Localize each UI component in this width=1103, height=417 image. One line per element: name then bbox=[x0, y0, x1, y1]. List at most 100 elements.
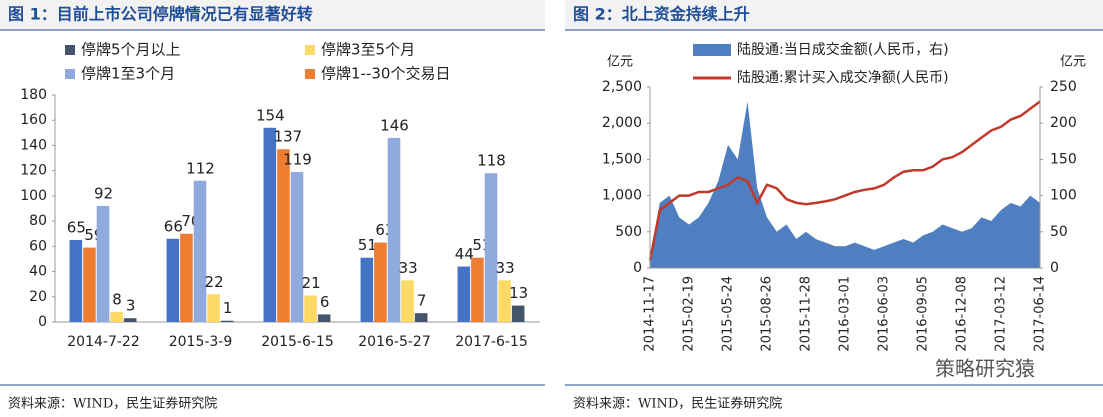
source: 资料来源：WIND，民生证券研究院 bbox=[573, 396, 782, 412]
legend-swatch bbox=[693, 44, 731, 56]
y-tick-label: 1,500 bbox=[602, 151, 642, 167]
data-label: 8 bbox=[112, 290, 122, 308]
data-label: 146 bbox=[380, 116, 409, 134]
y2-tick-label: 100 bbox=[1050, 188, 1077, 204]
line bbox=[648, 100, 1041, 261]
bar bbox=[511, 305, 525, 322]
y-tick-label: 2,000 bbox=[602, 115, 642, 131]
bar bbox=[304, 295, 317, 322]
y-tick-label: 140 bbox=[20, 137, 47, 153]
y-tick-label: 1,000 bbox=[602, 188, 642, 204]
data-label: 119 bbox=[283, 150, 312, 168]
y-tick-label: 20 bbox=[29, 289, 47, 305]
data-label: 66 bbox=[164, 217, 183, 235]
bar bbox=[401, 280, 414, 322]
data-label: 3 bbox=[126, 297, 136, 315]
legend-label: 停牌1至3个月 bbox=[81, 65, 175, 83]
x-tick-label: 2017-03-12 bbox=[994, 276, 1009, 352]
bar bbox=[484, 173, 498, 322]
bar bbox=[290, 171, 304, 322]
data-label: 22 bbox=[205, 273, 224, 291]
y-tick-label: 0 bbox=[38, 314, 47, 330]
x-tick-label: 2014-11-17 bbox=[643, 276, 658, 352]
y2-tick-label: 50 bbox=[1050, 224, 1068, 240]
y-tick-label: 500 bbox=[615, 224, 642, 240]
x-tick-label: 2015-02-19 bbox=[682, 276, 697, 352]
data-label: 6 bbox=[320, 293, 330, 311]
x-tick-label: 2015-6-15 bbox=[261, 334, 333, 350]
x-tick-label: 2016-09-05 bbox=[916, 276, 931, 352]
bar bbox=[193, 180, 207, 322]
x-tick-label: 2015-11-28 bbox=[799, 276, 814, 352]
data-label: 154 bbox=[256, 106, 285, 124]
legend-swatch bbox=[65, 69, 75, 79]
chart-title: 图 2：北上资金持续上升 bbox=[573, 5, 750, 24]
data-label: 1 bbox=[223, 299, 233, 317]
y2-tick-label: 200 bbox=[1050, 115, 1077, 131]
bar bbox=[263, 127, 277, 323]
x-tick-label: 2017-06-14 bbox=[1033, 276, 1048, 352]
legend-label: 停牌1--30个交易日 bbox=[321, 65, 450, 83]
bar bbox=[180, 233, 193, 322]
data-label: 51 bbox=[358, 236, 377, 254]
bar bbox=[69, 240, 83, 322]
y-tick-label: 180 bbox=[20, 87, 47, 103]
title-bar bbox=[0, 0, 545, 30]
area bbox=[650, 101, 1040, 268]
legend-label: 陆股通:当日成交金额(人民币，右) bbox=[737, 41, 949, 58]
title-bar bbox=[565, 0, 1103, 30]
legend-swatch bbox=[65, 45, 75, 55]
bar bbox=[414, 313, 428, 322]
y2-tick-label: 0 bbox=[1050, 260, 1059, 276]
y-tick-label: 160 bbox=[20, 112, 47, 128]
source: 资料来源：WIND，民生证券研究院 bbox=[8, 396, 217, 412]
data-label: 21 bbox=[302, 274, 321, 292]
data-label: 65 bbox=[67, 219, 86, 237]
data-label: 44 bbox=[455, 245, 474, 263]
y-tick-label: 0 bbox=[633, 260, 642, 276]
y-tick-label: 2,500 bbox=[602, 79, 642, 95]
chart-title: 图 1：目前上市公司停牌情况已有显著好转 bbox=[8, 5, 313, 24]
bar bbox=[83, 247, 96, 322]
x-tick-label: 2015-3-9 bbox=[169, 334, 233, 350]
bar bbox=[110, 311, 123, 322]
legend-swatch bbox=[305, 69, 315, 79]
data-label: 137 bbox=[274, 128, 303, 146]
y-unit: 亿元 bbox=[607, 55, 633, 70]
data-label: 92 bbox=[94, 184, 113, 202]
bar bbox=[374, 242, 387, 322]
x-tick-label: 2016-5-27 bbox=[358, 334, 430, 350]
y-tick-label: 40 bbox=[29, 264, 47, 280]
y2-unit: 亿元 bbox=[1060, 55, 1086, 70]
bar bbox=[220, 320, 234, 322]
y-tick-label: 120 bbox=[20, 163, 47, 179]
data-label: 7 bbox=[417, 292, 427, 310]
legend-label: 停牌5个月以上 bbox=[81, 41, 181, 59]
data-label: 13 bbox=[509, 284, 528, 302]
data-label: 33 bbox=[399, 259, 418, 277]
legend-swatch bbox=[305, 45, 315, 55]
y2-tick-label: 250 bbox=[1050, 79, 1077, 95]
x-tick-label: 2014-7-22 bbox=[67, 334, 139, 350]
bar bbox=[457, 266, 471, 322]
bar bbox=[317, 314, 331, 322]
legend-label: 停牌3至5个月 bbox=[321, 41, 415, 59]
bar bbox=[471, 257, 484, 322]
data-label: 118 bbox=[477, 152, 506, 170]
bar bbox=[498, 280, 511, 322]
watermark: 策略研究猿 bbox=[935, 357, 1035, 381]
bar bbox=[387, 137, 401, 322]
bar bbox=[96, 205, 110, 322]
y-tick-label: 60 bbox=[29, 238, 47, 254]
bar bbox=[207, 294, 220, 322]
x-tick-label: 2016-06-03 bbox=[877, 276, 892, 352]
data-label: 112 bbox=[186, 159, 215, 177]
bar bbox=[360, 257, 374, 322]
x-tick-label: 2017-6-15 bbox=[455, 334, 527, 350]
x-tick-label: 2015-08-26 bbox=[760, 276, 775, 352]
bar bbox=[166, 238, 180, 322]
x-tick-label: 2016-12-08 bbox=[955, 276, 970, 352]
legend-label: 陆股通:累计买入成交净额(人民币) bbox=[737, 69, 949, 86]
data-label: 33 bbox=[496, 259, 515, 277]
